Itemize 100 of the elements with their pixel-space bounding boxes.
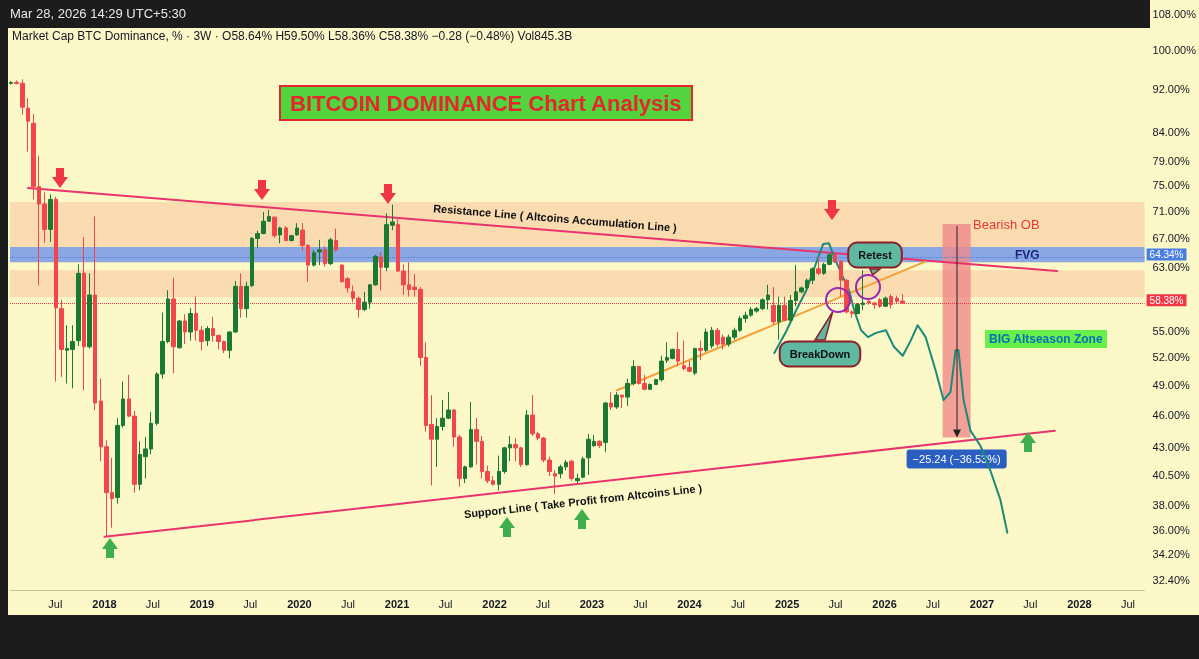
x-tick-label: 2022 bbox=[482, 597, 507, 610]
annotation: Resistance Line ( Altcoins Accumulation Line ) bbox=[432, 202, 678, 234]
candlestick bbox=[614, 391, 619, 410]
x-tick-label: 2019 bbox=[189, 597, 215, 610]
candlestick bbox=[620, 394, 624, 409]
candlestick bbox=[284, 225, 288, 242]
candlestick bbox=[82, 236, 86, 391]
y-tick-label: 38.00% bbox=[1152, 498, 1191, 511]
candlestick bbox=[323, 245, 327, 268]
candlestick bbox=[244, 281, 249, 319]
candlestick bbox=[569, 459, 574, 482]
candlestick bbox=[54, 196, 58, 383]
candlestick bbox=[239, 272, 243, 319]
candlestick bbox=[771, 286, 776, 325]
candlestick bbox=[9, 80, 13, 85]
x-tick-label: Jul bbox=[340, 597, 355, 610]
candlestick bbox=[782, 296, 787, 322]
candlestick bbox=[59, 299, 64, 378]
candlestick bbox=[48, 193, 53, 243]
y-tick-label: 34.20% bbox=[1152, 548, 1191, 561]
candlestick bbox=[648, 383, 652, 391]
x-tick-label: Jul bbox=[145, 597, 160, 610]
x-tick-label: Jul bbox=[438, 597, 453, 610]
y-tick-label: 49.00% bbox=[1152, 379, 1191, 392]
candlestick bbox=[553, 469, 557, 495]
candlestick bbox=[171, 277, 176, 374]
candlestick bbox=[334, 228, 338, 253]
candlestick bbox=[463, 465, 467, 484]
candlestick bbox=[205, 325, 210, 347]
x-tick-label: Jul bbox=[730, 597, 746, 610]
candlestick bbox=[698, 340, 703, 361]
y-tick-label: 108.00% bbox=[1152, 8, 1197, 21]
x-tick-label: Jul bbox=[633, 597, 648, 610]
x-tick-label: 2020 bbox=[287, 597, 312, 610]
x-tick-label: 2027 bbox=[969, 597, 995, 610]
candlestick bbox=[833, 252, 837, 264]
candlestick bbox=[87, 272, 92, 350]
y-tick-label: 75.00% bbox=[1152, 179, 1191, 192]
x-tick-label: 2023 bbox=[579, 597, 605, 610]
x-tick-label: 2024 bbox=[677, 597, 703, 610]
y-tick-label: 63.00% bbox=[1152, 261, 1191, 274]
candlestick bbox=[889, 293, 893, 310]
annotation: BreakDown bbox=[789, 348, 851, 360]
candlestick bbox=[609, 391, 613, 411]
x-tick-label: Jul bbox=[48, 597, 63, 610]
candlestick bbox=[710, 326, 714, 350]
annotation: Support Line ( Take Profit from Altcoins Line ) bbox=[463, 481, 704, 521]
x-tick-label: 2028 bbox=[1067, 597, 1092, 610]
annotation: Mar 28, 2026 14:29 UTC+5:30 bbox=[10, 6, 186, 21]
x-tick-label: Jul bbox=[1023, 597, 1038, 610]
candlestick bbox=[469, 401, 473, 469]
text: BITCOIN DOMINANCE Chart Analysis bbox=[290, 90, 682, 116]
candlestick bbox=[575, 473, 580, 484]
y-tick-label: 92.00% bbox=[1152, 83, 1191, 96]
candlestick bbox=[278, 226, 282, 244]
band-label: Bearish OB bbox=[973, 216, 1040, 232]
ref-line-label: 64.34% bbox=[1149, 248, 1184, 260]
candlestick bbox=[883, 296, 888, 308]
x-tick-label: 2026 bbox=[872, 597, 897, 610]
y-tick-label: 40.50% bbox=[1152, 468, 1191, 481]
candlestick bbox=[581, 456, 585, 479]
candlestick bbox=[177, 319, 182, 350]
y-tick-label: 100.00% bbox=[1152, 44, 1197, 57]
candlestick bbox=[379, 251, 383, 291]
y-tick-label: 71.00% bbox=[1152, 205, 1191, 218]
x-tick-label: 2018 bbox=[92, 597, 117, 610]
x-tick-label: Jul bbox=[243, 597, 258, 610]
annotation: Retest bbox=[858, 249, 893, 261]
candlestick bbox=[76, 263, 81, 347]
x-tick-label: Jul bbox=[535, 597, 550, 610]
x-tick-label: 2025 bbox=[774, 597, 800, 610]
candlestick bbox=[597, 439, 602, 449]
y-tick-label: 32.40% bbox=[1152, 573, 1191, 586]
y-tick-label: 36.00% bbox=[1152, 524, 1191, 537]
candlestick bbox=[93, 216, 97, 411]
y-tick-label: 55.00% bbox=[1152, 325, 1191, 338]
candlestick bbox=[272, 216, 277, 239]
y-tick-label: 79.00% bbox=[1152, 155, 1191, 168]
ref-line-label: 58.38% bbox=[1149, 294, 1184, 306]
candlestick bbox=[676, 331, 680, 367]
y-tick-label: 84.00% bbox=[1152, 126, 1191, 139]
candlestick bbox=[525, 409, 529, 467]
line-series bbox=[773, 242, 1009, 534]
candlestick bbox=[693, 347, 697, 376]
candlestick bbox=[183, 313, 187, 345]
candlestick bbox=[704, 328, 708, 353]
data-label: −25.24 (−36.53%) bbox=[912, 453, 1001, 466]
y-tick-label: 52.00% bbox=[1152, 351, 1191, 364]
candlestick bbox=[188, 307, 193, 342]
text: Market Cap BTC Dominance, % · 3W · O58.64% H59.50% L58.36% C58.38% −0.28 (−0.48%) Vol845.3B bbox=[12, 29, 573, 43]
y-tick-label: 46.00% bbox=[1152, 409, 1191, 422]
x-tick-label: Jul bbox=[1120, 597, 1136, 610]
candlestick bbox=[603, 401, 608, 453]
y-tick-label: 43.00% bbox=[1152, 440, 1191, 453]
candlestick bbox=[777, 296, 781, 341]
y-tick-label: 67.00% bbox=[1152, 232, 1191, 245]
candlestick bbox=[816, 256, 821, 276]
candlestick bbox=[26, 97, 30, 153]
x-tick-label: Jul bbox=[828, 597, 843, 610]
annotation: BIG Altseason Zone bbox=[985, 330, 1107, 348]
